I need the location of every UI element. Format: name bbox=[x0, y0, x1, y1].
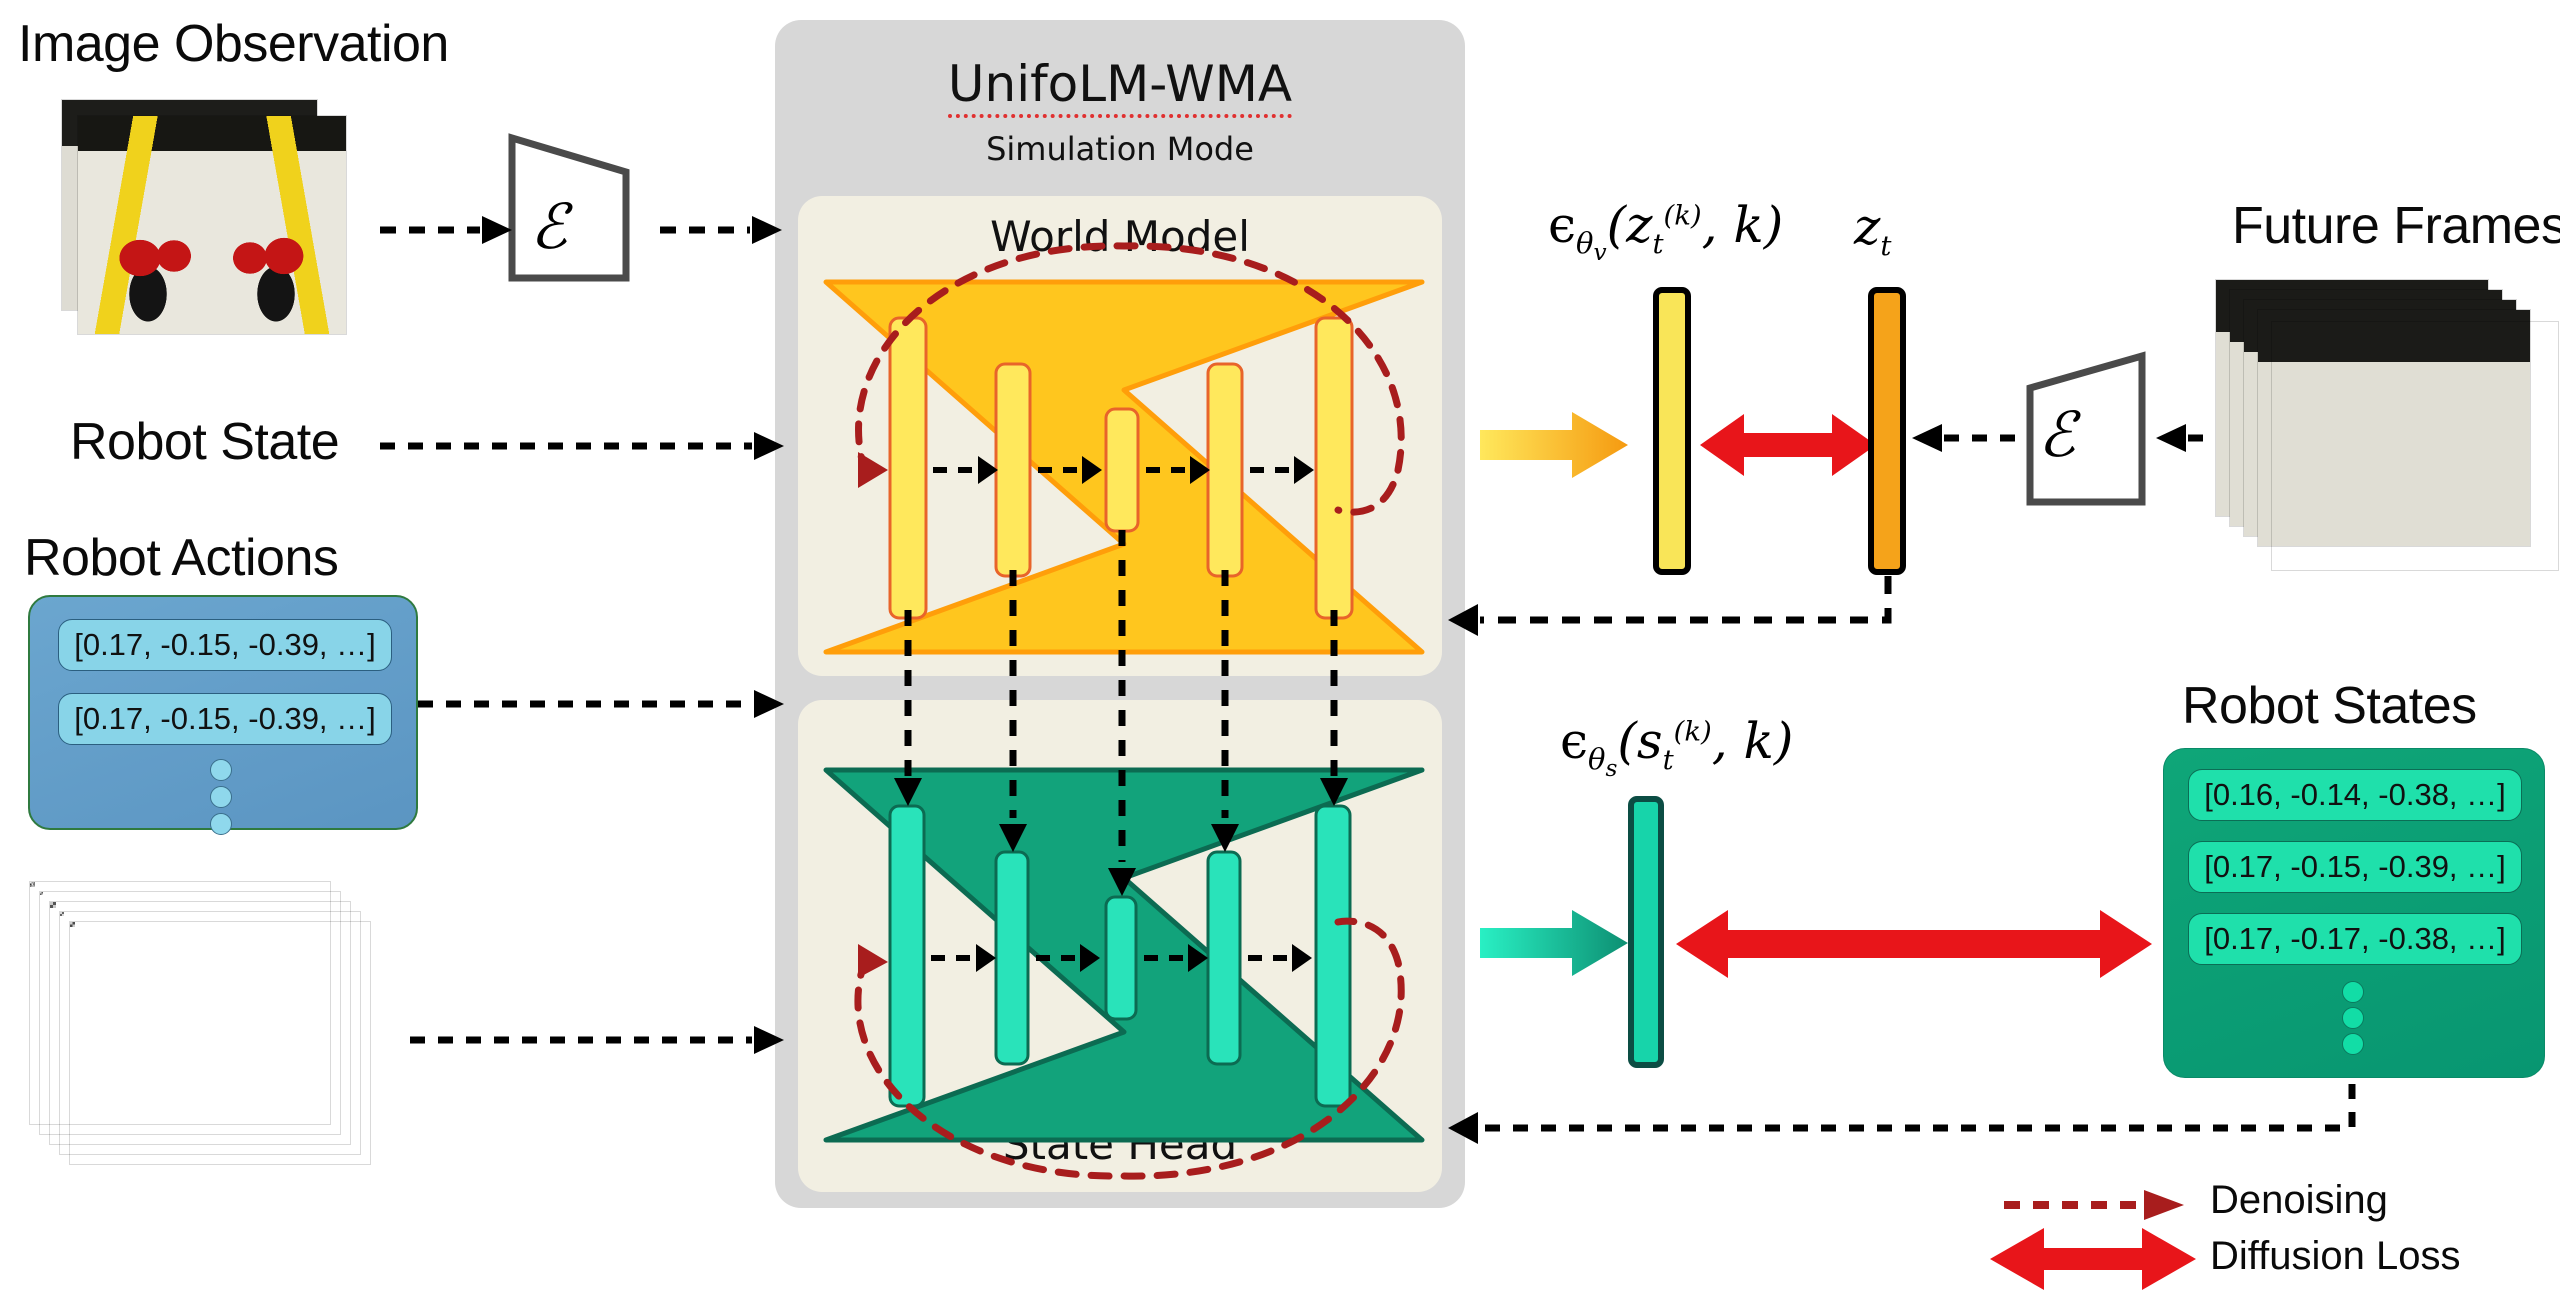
robot-actions-label: Robot Actions bbox=[24, 529, 339, 587]
page-title: UnifoLM-WMA bbox=[947, 58, 1293, 118]
ellipsis-dot bbox=[2342, 1033, 2364, 1055]
zt-bar bbox=[1868, 287, 1906, 575]
legend-diffusion-loss-arrow bbox=[1990, 1228, 2196, 1290]
noise-to-panel-arrow bbox=[410, 1026, 784, 1054]
state-row: [0.16, -0.14, -0.38, …] bbox=[2188, 769, 2522, 821]
epsilon-state-bar bbox=[1628, 796, 1664, 1068]
future-frame-front bbox=[2272, 322, 2558, 570]
ellipsis-dot bbox=[210, 813, 232, 835]
state-row: [0.17, -0.17, -0.38, …] bbox=[2188, 913, 2522, 965]
legend-denoising-arrow bbox=[2004, 1190, 2184, 1220]
robot-states-label: Robot States bbox=[2182, 677, 2477, 735]
model-title-container: UnifoLM-WMA bbox=[775, 58, 1465, 118]
robot-states-box: [0.16, -0.14, -0.38, …] [0.17, -0.15, -0… bbox=[2163, 748, 2545, 1078]
encoder-to-panel-arrow bbox=[660, 216, 782, 244]
state-row: [0.17, -0.15, -0.39, …] bbox=[2188, 841, 2522, 893]
video-diffusion-loss-arrow bbox=[1700, 414, 1876, 476]
epsilon-state-label: ϵθs(st(k), k) bbox=[1560, 712, 1794, 782]
robot-state-to-panel-arrow bbox=[380, 432, 784, 460]
model-subtitle: Simulation Mode bbox=[986, 130, 1254, 168]
zt-label: zt bbox=[1854, 198, 1892, 262]
obs-to-encoder-arrow bbox=[380, 216, 512, 244]
zt-feedback-arrow bbox=[1448, 576, 1892, 636]
state-head-hourglass bbox=[823, 767, 1425, 1180]
world-model-label: World Model bbox=[990, 212, 1250, 261]
world-model-output-arrow bbox=[1480, 412, 1628, 478]
state-diffusion-loss-arrow bbox=[1676, 910, 2152, 978]
state-head-input-arrowheads bbox=[894, 778, 1348, 896]
action-row: [0.17, -0.15, -0.39, …] bbox=[58, 693, 392, 745]
ellipsis-dot bbox=[2342, 1007, 2364, 1029]
robot-actions-to-panel-arrow bbox=[418, 690, 784, 718]
future-frames-encoder-shape bbox=[2026, 351, 2146, 506]
image-encoder-shape bbox=[508, 133, 630, 282]
noise-frames-stack bbox=[30, 882, 390, 1182]
image-encoder-symbol: ℰ bbox=[530, 190, 568, 263]
future-frame-back bbox=[2258, 310, 2530, 546]
robot-states-feedback-arrow bbox=[1448, 1084, 2356, 1144]
image-observation-label: Image Observation bbox=[18, 15, 449, 73]
ellipsis-dot bbox=[2342, 981, 2364, 1003]
noise-frame-front bbox=[30, 882, 330, 1124]
image-observation-stack bbox=[62, 100, 362, 350]
future-frames-encoder-symbol: ℰ bbox=[2038, 398, 2076, 471]
future-frames-label: Future Frames bbox=[2232, 197, 2560, 255]
future-encoder-to-zt-arrow bbox=[1912, 424, 2018, 452]
future-frames-stack bbox=[2216, 280, 2560, 590]
epsilon-video-label: ϵθv(zt(k), k) bbox=[1548, 196, 1784, 266]
observation-frame-front bbox=[78, 116, 346, 334]
world-model-to-state-head-connectors bbox=[904, 530, 1338, 862]
robot-actions-box: [0.17, -0.15, -0.39, …] [0.17, -0.15, -0… bbox=[28, 595, 418, 835]
state-head-output-arrow bbox=[1480, 910, 1628, 976]
legend-denoising-label: Denoising bbox=[2210, 1178, 2388, 1222]
ellipsis-dot bbox=[210, 786, 232, 808]
action-row: [0.17, -0.15, -0.39, …] bbox=[58, 619, 392, 671]
epsilon-video-bar bbox=[1653, 287, 1691, 575]
ellipsis-dot bbox=[210, 759, 232, 781]
robot-state-label: Robot State bbox=[70, 413, 340, 471]
legend-diffusion-loss-label: Diffusion Loss bbox=[2210, 1234, 2461, 1278]
